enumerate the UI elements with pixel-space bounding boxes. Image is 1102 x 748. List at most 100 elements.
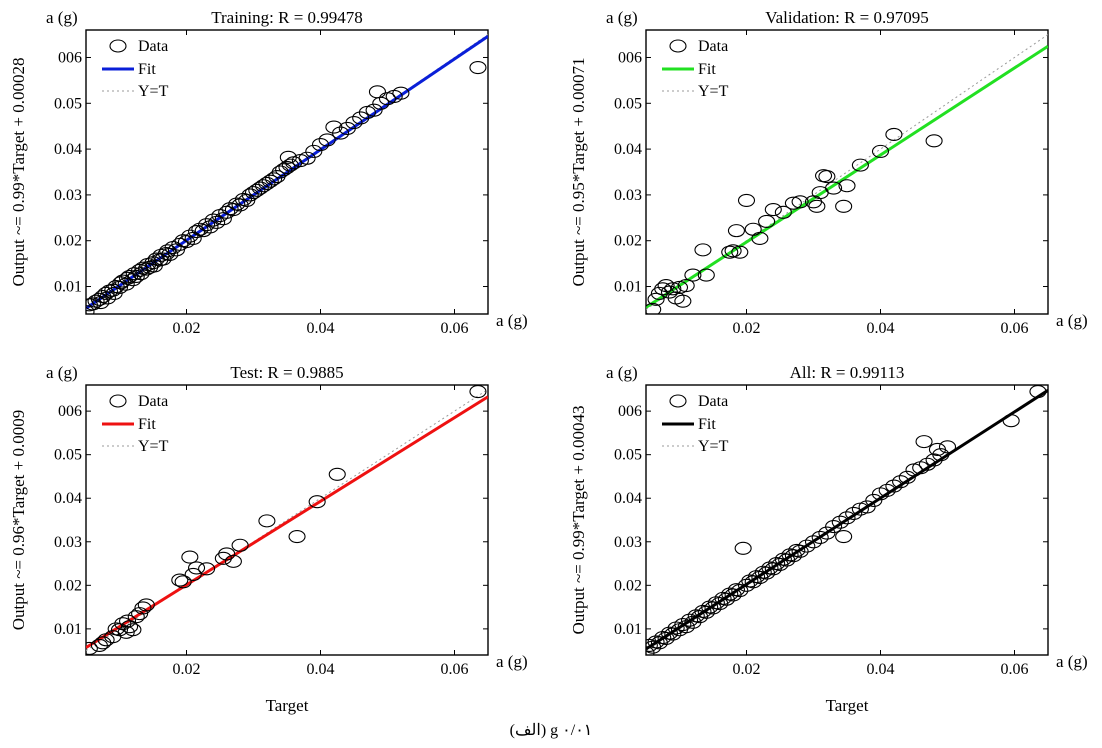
data-point [825,519,843,534]
data-point [372,96,390,110]
data-point [697,268,715,282]
data-point [664,627,682,641]
data-point [835,529,853,544]
legend: Data Fit Y=T [102,38,169,100]
x-tick-label: 0.02 [733,320,761,337]
y-tick-label: 0.04 [54,490,82,507]
x-unit-label: a (g) [1056,652,1088,671]
x-unit-label: a (g) [496,652,528,671]
plot-title: All: R = 0.99113 [790,363,905,382]
plot-data-area [86,385,488,655]
data-point [117,277,135,291]
data-point [818,526,836,540]
data-point [251,181,269,195]
plot-panel-4: 0.02 0.04 0.06 0.01 0.02 0.03 0.04 0.05 006 All: … [569,363,1088,715]
data-point [288,529,306,544]
data-point [184,567,202,581]
data-point [831,515,849,529]
data-point [278,160,296,174]
data-point [670,280,689,294]
y-tick-label: 0.01 [54,279,82,296]
x-tick-label: 0.06 [1001,320,1029,337]
x-tick-label: 0.02 [733,661,761,678]
data-point [308,495,326,509]
legend-fit-label: Fit [698,416,716,433]
data-point [248,183,266,197]
data-point [345,115,363,130]
legend-fit-label: Fit [138,61,156,78]
legend-fit-label: Fit [138,416,156,433]
data-point [915,435,933,449]
x-tick-label: 0.02 [173,661,201,678]
data-point [680,613,699,627]
data-point [198,562,216,576]
data-point [134,601,152,615]
legend-identity-label: Y=T [138,438,169,455]
data-point [871,144,890,158]
data-point [86,641,98,655]
x-unit-label: a (g) [1056,311,1088,330]
plot-title: Training: R = 0.99478 [211,8,363,27]
data-point [845,506,863,521]
y-tick-label: 0.05 [614,95,642,112]
data-point [838,179,856,193]
data-point [818,170,836,184]
y-unit-label: a (g) [46,363,78,382]
figure-caption: (الف) g ۰/۰۱ [509,722,593,739]
data-point [791,195,809,209]
x-unit-label: a (g) [496,311,528,330]
data-point [677,279,695,293]
data-point [311,137,330,152]
data-point [808,199,826,213]
data-point [218,547,236,561]
plot-frame [645,29,1049,315]
data-point [825,181,843,195]
data-point [758,214,776,229]
data-point [224,554,242,568]
y-tick-label: 0.03 [54,187,82,204]
data-point [898,470,916,484]
data-point [1002,414,1020,428]
data-point [932,448,950,462]
plot-panel-1: 0.02 0.04 0.06 0.01 0.02 0.03 0.04 0.05 006 Train… [9,8,528,337]
data-point [751,231,769,245]
data-point [124,623,142,637]
data-point [258,176,276,191]
y-axis-label: Output ~= 0.96*Target + 0.0009 [9,410,28,630]
x-axis-label: Target [826,696,869,715]
data-point [208,215,226,229]
y-tick-label: 0.05 [614,447,642,464]
legend: Data Fit Y=T [662,38,729,100]
data-point [328,467,346,481]
y-tick-label: 0.04 [54,141,82,158]
data-point [925,453,943,467]
data-point [194,224,212,238]
data-point [332,126,350,140]
y-axis-label: Output ~= 0.95*Target + 0.00071 [569,58,588,287]
data-point [734,541,752,555]
x-tick-label: 0.04 [307,661,335,678]
legend: Data Fit Y=T [662,393,729,455]
legend-data-label: Data [138,393,168,410]
data-point [811,530,829,544]
data-point [804,535,823,549]
y-tick-label: 0.02 [54,577,82,594]
data-point [241,188,259,202]
data-point [865,493,883,507]
data-point [835,199,853,213]
data-point [938,440,957,454]
data-point [171,573,189,587]
data-point [885,127,903,141]
legend-data-marker [109,394,127,408]
x-tick-label: 0.04 [307,320,335,337]
x-tick-label: 0.04 [867,320,895,337]
data-point [265,172,283,186]
data-point [258,514,276,528]
data-point [791,544,809,558]
data-point [684,268,702,282]
plot-title: Validation: R = 0.97095 [765,8,929,27]
y-tick-label: 0.04 [614,141,642,158]
y-tick-label: 0.05 [54,95,82,112]
